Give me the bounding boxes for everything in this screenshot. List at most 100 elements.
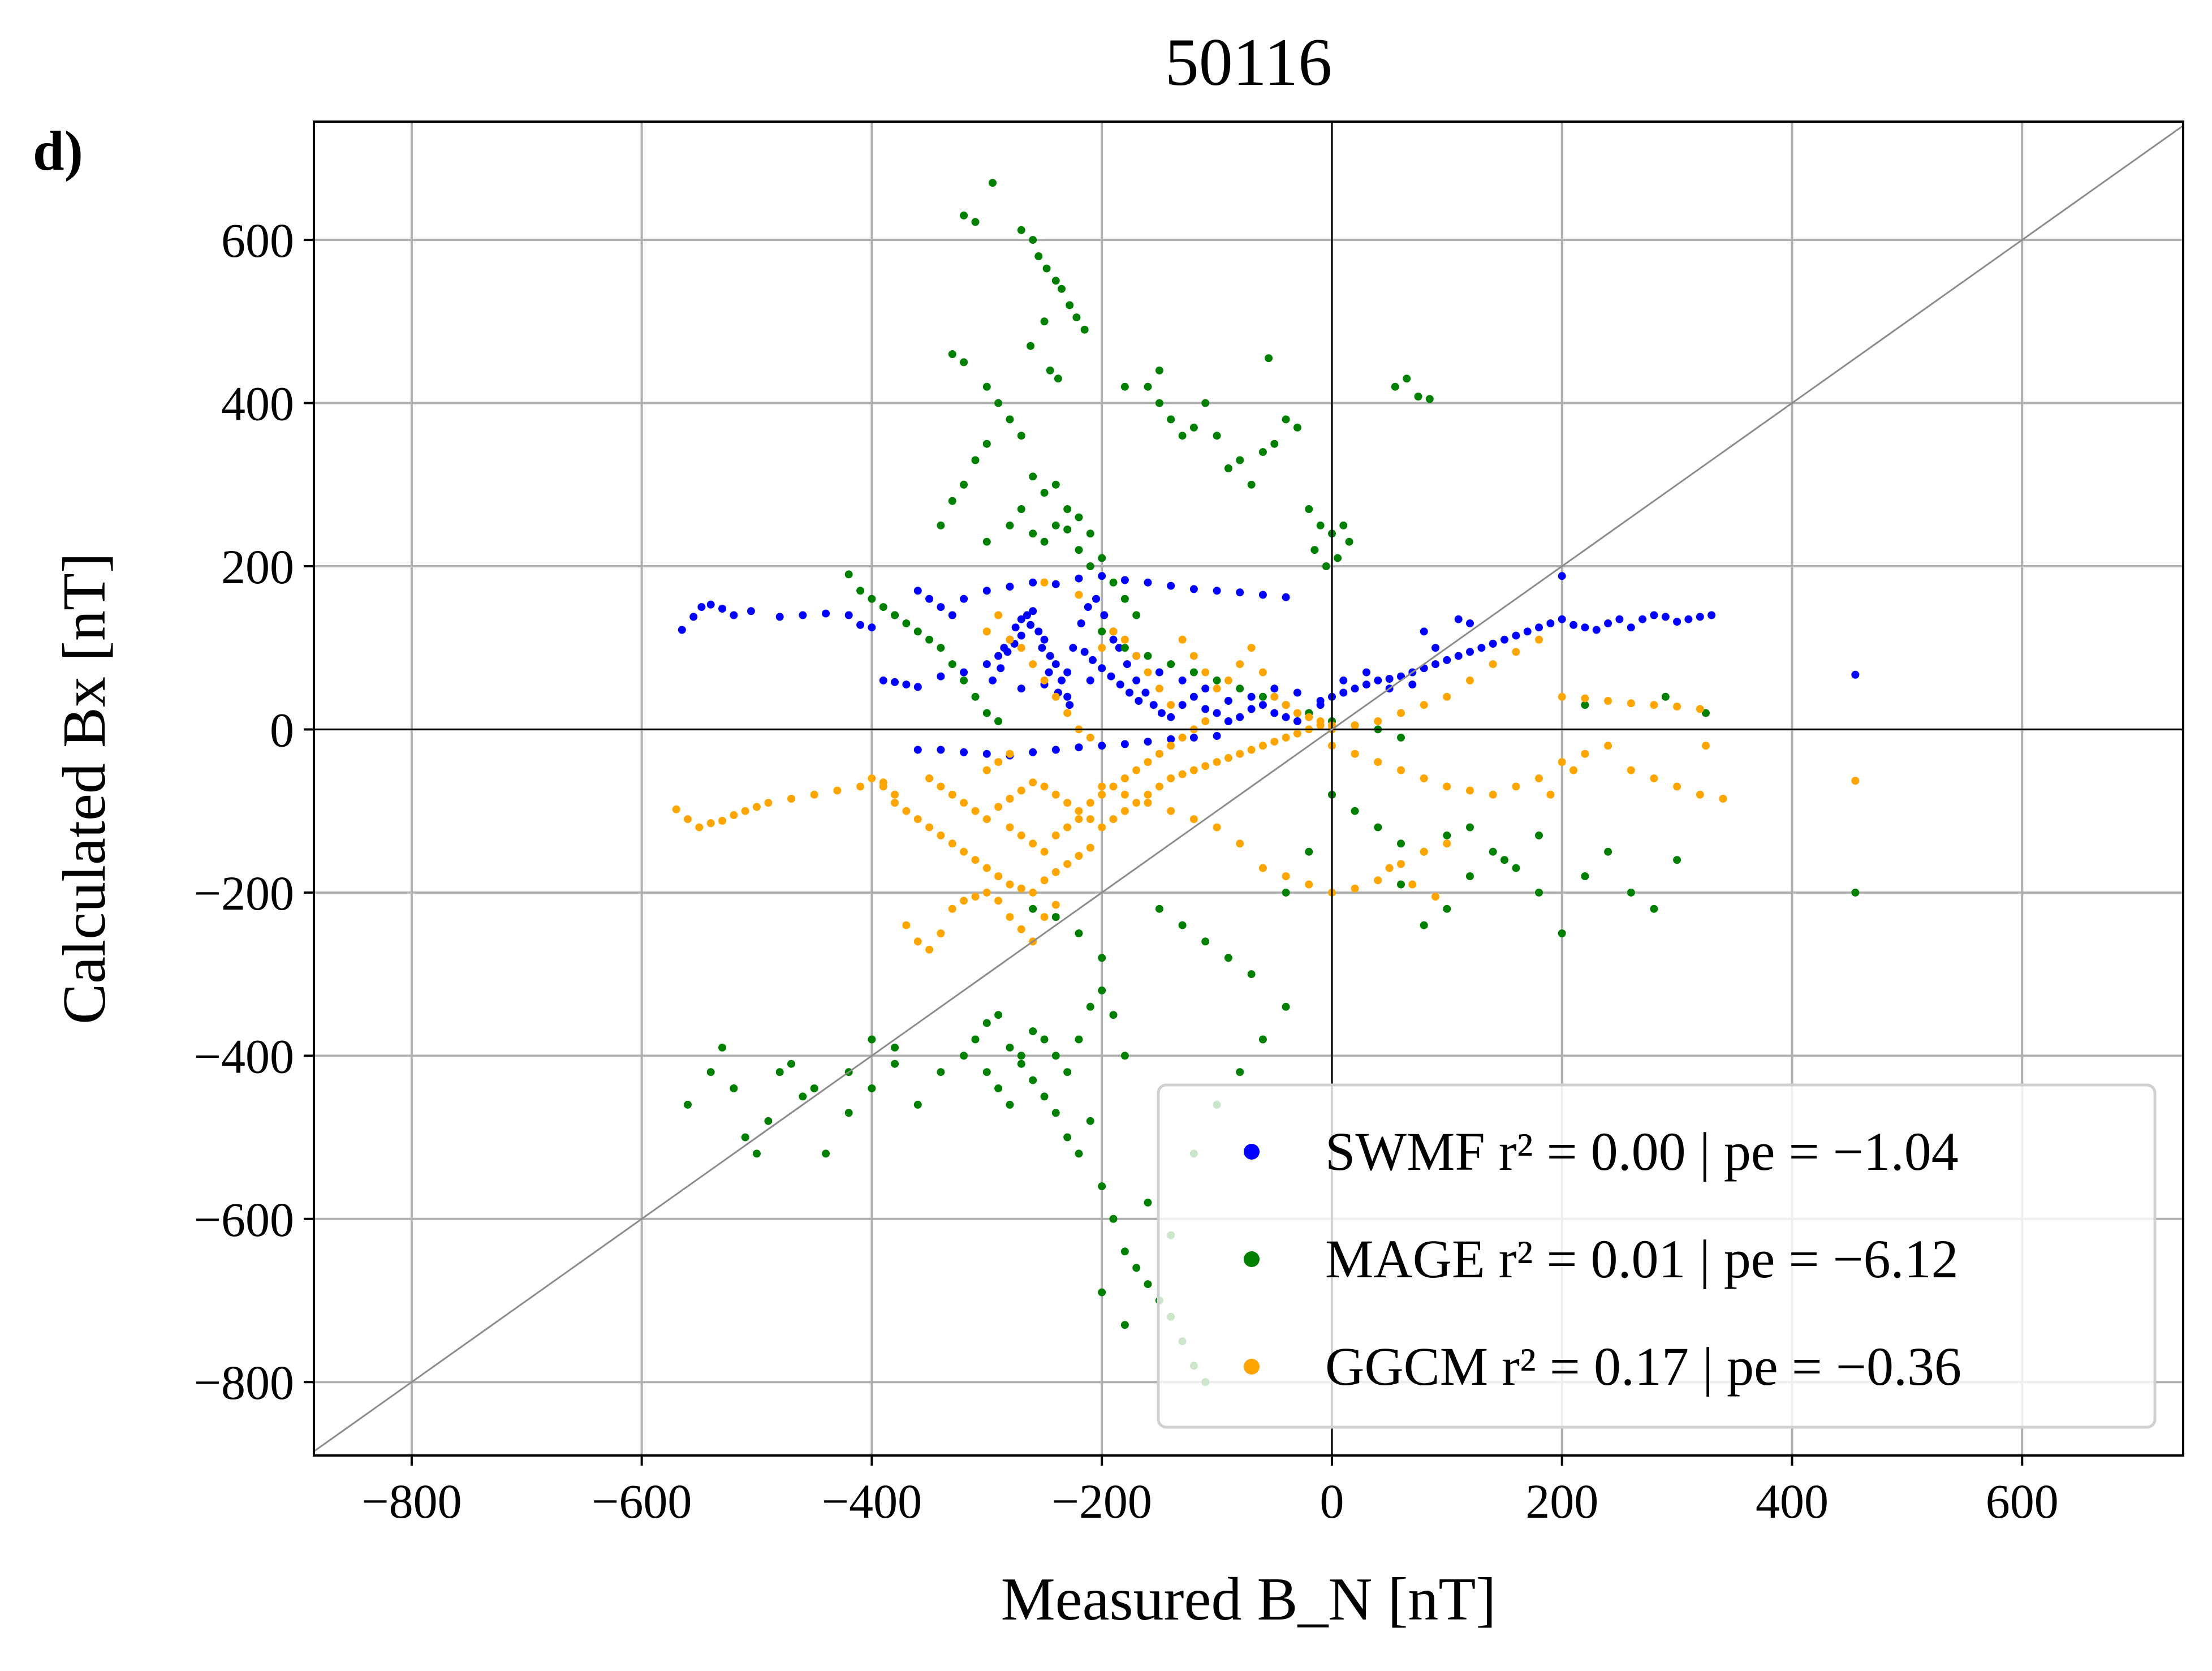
ggcm-point [925,774,934,782]
swmf-point [678,626,686,634]
y-tick-label: 0 [270,703,294,757]
ggcm-point [1851,777,1860,785]
mage-point [1086,529,1094,538]
mage-point [913,1100,922,1109]
mage-point [730,1084,738,1092]
mage-point [1086,562,1094,570]
mage-point [1017,1060,1025,1068]
swmf-point [960,668,968,677]
mage-point [1420,921,1428,929]
swmf-point [1046,652,1054,660]
mage-point [1189,423,1198,432]
ggcm-point [856,782,865,791]
swmf-point [1236,713,1244,721]
swmf-point [1034,627,1043,636]
swmf-point [948,611,956,619]
ggcm-point [1120,807,1129,815]
swmf-point [1420,627,1428,636]
mage-point [971,218,980,226]
mage-point [1512,864,1520,872]
swmf-point [1512,631,1520,640]
swmf-point [1431,644,1439,652]
swmf-point [913,683,922,691]
mage-point [1029,472,1037,481]
ggcm-point [1132,766,1141,774]
mage-point [1051,1052,1060,1060]
ggcm-point [982,627,991,636]
swmf-point [1126,688,1133,697]
ggcm-point [1040,876,1049,885]
swmf-point [1045,668,1053,677]
ggcm-point [1086,733,1094,742]
mage-point [1702,709,1710,717]
swmf-point [1466,619,1474,627]
ggcm-point [1063,860,1072,868]
ggcm-point [994,803,1003,811]
swmf-point [1351,684,1359,693]
mage-point [1058,285,1066,293]
mage-point [753,1149,761,1158]
mage-point [1627,888,1635,897]
swmf-point [1558,615,1566,623]
swmf-point [1454,615,1463,623]
ggcm-point [1017,925,1025,933]
ggcm-point [1051,901,1060,909]
x-tick-label: 600 [1986,1474,2059,1528]
swmf-point [902,681,911,689]
swmf-point [1144,578,1152,587]
swmf-point [1040,635,1049,644]
ggcm-point [1213,823,1221,832]
ggcm-point [1017,884,1025,893]
y-tick-label: −400 [193,1029,294,1083]
mage-point [1282,888,1290,897]
mage-point [982,440,991,448]
swmf-point [1144,738,1152,746]
ggcm-point [1098,644,1106,652]
mage-point [1224,464,1232,472]
mage-point [1236,456,1244,464]
points-layer [672,179,1860,1386]
ggcm-point [1109,815,1118,824]
ggcm-point [1282,733,1290,742]
mage-point [1316,521,1325,529]
mage-point [1403,374,1411,383]
swmf-point [1017,631,1025,640]
swmf-point [960,748,968,756]
ggcm-point [1040,847,1049,856]
swmf-point [1489,640,1497,648]
ggcm-point [1144,758,1152,766]
swmf-point [1431,660,1439,669]
ggcm-point [1270,738,1279,746]
mage-point [706,1068,715,1076]
ggcm-point [1040,782,1049,791]
mage-point [1345,537,1353,546]
mage-point [1051,480,1060,489]
swmf-point [1581,623,1589,632]
ggcm-point [1109,627,1118,636]
legend-marker-ggcm [1244,1359,1260,1375]
ggcm-point [1006,750,1014,758]
mage-point [989,179,997,187]
ggcm-point [1120,790,1129,799]
mage-point [1310,546,1319,554]
ggcm-point [1247,746,1256,754]
ggcm-point [1397,709,1405,717]
ggcm-point [971,893,980,901]
swmf-point [1107,672,1115,681]
ggcm-point [902,921,911,929]
mage-point [1051,277,1060,285]
x-tick-label: −600 [592,1474,692,1528]
swmf-point [1258,591,1267,599]
ggcm-point [706,819,715,828]
swmf-point [1155,668,1163,677]
mage-point [948,350,956,358]
ggcm-point [1017,644,1025,652]
ggcm-point [1029,660,1037,669]
ggcm-point [1006,795,1014,803]
mage-point [1265,354,1273,363]
mage-point [1029,529,1037,538]
mage-point [1673,856,1681,864]
ggcm-point [1178,770,1187,778]
ggcm-point [1189,815,1198,824]
swmf-point [1149,701,1158,709]
